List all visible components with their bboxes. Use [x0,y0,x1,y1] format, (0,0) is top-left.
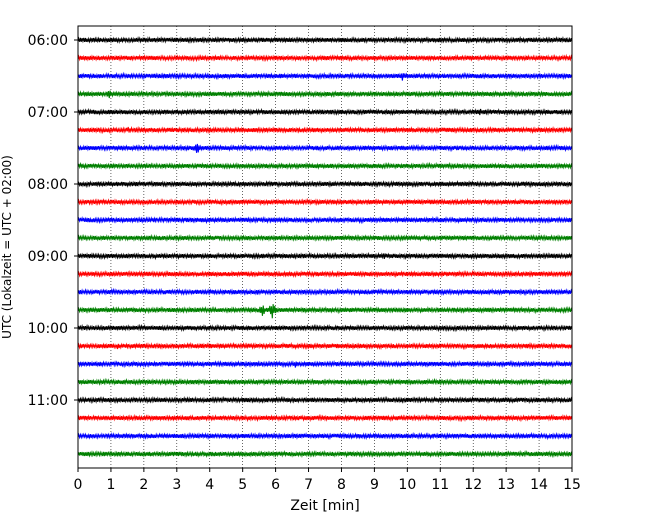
y-tick-label: 08:00 [28,177,68,193]
x-tick-label: 3 [172,477,181,493]
seismogram-trace-0615 [77,53,573,63]
x-tick-label: 10 [398,477,416,493]
x-axis-ticks: 0 1 2 3 4 5 6 7 8 9 10 11 12 13 14 15 [74,468,581,493]
x-tick-label: 2 [139,477,148,493]
seismogram-trace-0915 [77,269,573,279]
seismogram-trace-1000 [77,323,573,333]
y-axis-ticks: 06:00 07:00 08:00 09:00 10:00 11:00 [28,33,78,409]
y-axis-title: UTC (Lokalzeit = UTC + 02:00) [0,155,14,339]
seismogram-trace-0900 [77,251,573,261]
y-tick-label: 11:00 [28,393,68,409]
seismogram-trace-0745 [77,161,573,171]
seismogram-trace-1100 [77,395,573,405]
seismogram-trace-0715 [77,125,573,135]
x-tick-label: 15 [563,477,581,493]
x-tick-label: 13 [497,477,515,493]
seismogram-trace-0800 [77,179,573,189]
seismogram-trace-1015 [77,341,573,351]
y-tick-label: 06:00 [28,33,68,49]
y-tick-label: 07:00 [28,105,68,121]
seismogram-trace-0945 [77,304,573,319]
seismogram-trace-1115 [77,413,573,423]
x-tick-label: 8 [337,477,346,493]
seismogram-trace-0630 [77,71,573,81]
seismogram-trace-0700 [77,107,573,117]
seismogram-trace-1030 [77,359,573,369]
seismogram-trace-0830 [77,215,573,225]
y-tick-label: 09:00 [28,249,68,265]
seismogram-trace-1130 [77,431,573,441]
x-tick-label: 0 [74,477,83,493]
plot-frame [77,25,573,469]
x-tick-label: 6 [271,477,280,493]
seismogram-trace-0930 [77,287,573,297]
x-tick-label: 9 [370,477,379,493]
seismogram-trace-0645 [77,89,573,99]
seismogram-trace-1145 [77,449,573,459]
seismogram-trace-0730 [77,143,573,153]
seismogram-trace-0815 [77,197,573,207]
x-tick-label: 14 [530,477,548,493]
x-tick-label: 1 [106,477,115,493]
x-axis-title: Zeit [min] [290,498,359,514]
x-tick-label: 12 [464,477,482,493]
trace-layer [77,35,573,459]
x-tick-label: 11 [431,477,449,493]
seismogram-trace-0600 [77,35,573,45]
seismogram-trace-1045 [77,377,573,387]
x-tick-label: 7 [304,477,313,493]
y-tick-label: 10:00 [28,321,68,337]
x-tick-label: 4 [205,477,214,493]
x-tick-label: 5 [238,477,247,493]
seismogram-trace-0845 [77,233,573,243]
